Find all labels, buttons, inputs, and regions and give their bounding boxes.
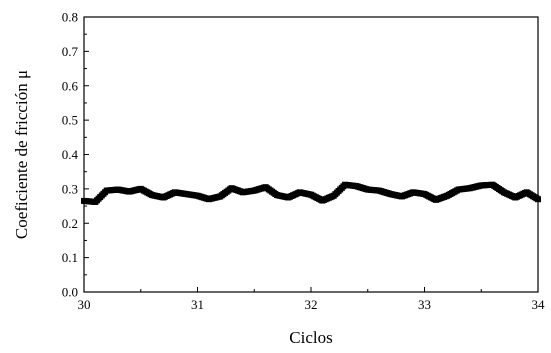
y-tick-label: 0.4	[62, 147, 79, 162]
y-tick-label: 0.3	[62, 181, 78, 196]
x-tick-label: 30	[78, 297, 91, 312]
y-tick-label: 0.8	[62, 10, 78, 25]
x-axis-ticks: 30 31 32 33 34	[78, 287, 546, 312]
y-tick-label: 0.5	[62, 113, 78, 128]
y-tick-label: 0.2	[62, 216, 78, 231]
data-points	[81, 181, 541, 205]
plot-area-frame	[83, 16, 539, 293]
y-tick-label: 0.1	[62, 250, 78, 265]
x-axis-title: Ciclos	[289, 328, 332, 347]
y-tick-label: 0.7	[62, 44, 79, 59]
y-tick-label: 0.0	[62, 285, 78, 300]
x-tick-label: 32	[305, 297, 318, 312]
x-tick-label: 31	[191, 297, 204, 312]
x-tick-label: 33	[418, 297, 431, 312]
y-axis-title: Coeficiente de fricción μ	[12, 70, 31, 239]
x-tick-label: 34	[532, 297, 546, 312]
y-tick-label: 0.6	[62, 78, 79, 93]
y-axis-ticks: 0.0 0.1 0.2 0.3 0.4 0.5 0.6 0.7 0.8	[62, 10, 89, 300]
